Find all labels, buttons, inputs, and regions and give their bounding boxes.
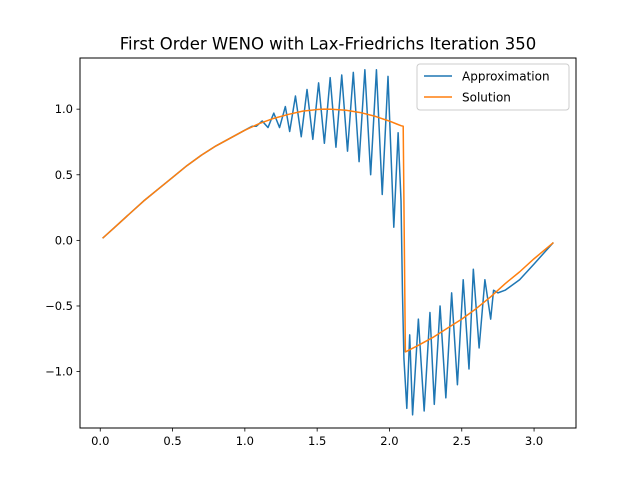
- legend-label-approximation: Approximation: [462, 70, 550, 84]
- y-tick-label: −1.0: [45, 365, 73, 379]
- legend: Approximation Solution: [416, 63, 570, 111]
- y-tick-label: 1.0: [55, 102, 73, 116]
- x-tick-label: 1.5: [308, 434, 326, 448]
- plot-area: [102, 69, 554, 416]
- y-tick-label: −0.5: [45, 299, 73, 313]
- x-tick-label: 2.5: [453, 434, 471, 448]
- x-tick-label: 3.0: [525, 434, 543, 448]
- x-tick-label: 2.0: [380, 434, 398, 448]
- x-tick-label: 0.0: [91, 434, 109, 448]
- x-axis: 0.0 0.5 1.0 1.5 2.0 2.5 3.0: [91, 428, 543, 448]
- legend-label-solution: Solution: [462, 91, 511, 105]
- y-tick-label: 0.5: [55, 168, 73, 182]
- x-tick-label: 1.0: [236, 434, 254, 448]
- series-line-solution: [102, 108, 554, 353]
- plot-frame: [79, 57, 577, 429]
- x-tick-label: 0.5: [163, 434, 181, 448]
- legend-box: [416, 63, 570, 111]
- chart-title: First Order WENO with Lax-Friedrichs Ite…: [120, 35, 536, 54]
- y-tick-label: 0.0: [55, 233, 73, 247]
- y-axis: −1.0 −0.5 0.0 0.5 1.0: [45, 102, 80, 379]
